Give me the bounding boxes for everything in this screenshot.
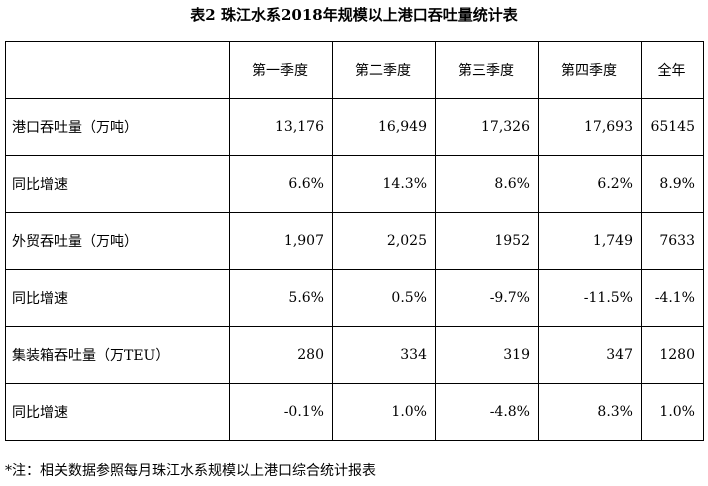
cell-q3: 1952 — [435, 212, 539, 270]
port-throughput-table: 第一季度 第二季度 第三季度 第四季度 全年 港口吞吐量（万吨） 13,176 … — [5, 41, 704, 441]
table-row: 同比增速 -0.1% 1.0% -4.8% 8.3% 1.0% — [5, 383, 704, 441]
header-cell-q2: 第二季度 — [332, 41, 436, 99]
header-cell-blank — [5, 41, 230, 99]
cell-q3: -9.7% — [435, 269, 539, 327]
row-label: 集装箱吞吐量（万TEU） — [5, 326, 230, 384]
cell-q3: 17,326 — [435, 98, 539, 156]
row-label: 同比增速 — [5, 383, 230, 441]
cell-year: 65145 — [641, 98, 704, 156]
cell-year: 1280 — [641, 326, 704, 384]
cell-q2: 16,949 — [332, 98, 436, 156]
cell-q3: 8.6% — [435, 155, 539, 213]
cell-q1: 280 — [229, 326, 333, 384]
cell-q4: 17,693 — [538, 98, 642, 156]
cell-q4: -11.5% — [538, 269, 642, 327]
row-label: 外贸吞吐量（万吨） — [5, 212, 230, 270]
row-label: 同比增速 — [5, 155, 230, 213]
table-row: 集装箱吞吐量（万TEU） 280 334 319 347 1280 — [5, 326, 704, 384]
table-title: 表2 珠江水系2018年规模以上港口吞吐量统计表 — [190, 6, 518, 24]
cell-q2: 0.5% — [332, 269, 436, 327]
header-cell-q3: 第三季度 — [435, 41, 539, 99]
header-cell-q4: 第四季度 — [538, 41, 642, 99]
cell-q1: 5.6% — [229, 269, 333, 327]
cell-q2: 14.3% — [332, 155, 436, 213]
cell-q4: 1,749 — [538, 212, 642, 270]
cell-q4: 6.2% — [538, 155, 642, 213]
table-row: 外贸吞吐量（万吨） 1,907 2,025 1952 1,749 7633 — [5, 212, 704, 270]
cell-q1: 6.6% — [229, 155, 333, 213]
table-row: 港口吞吐量（万吨） 13,176 16,949 17,326 17,693 65… — [5, 98, 704, 156]
cell-year: -4.1% — [641, 269, 704, 327]
cell-q2: 1.0% — [332, 383, 436, 441]
cell-q4: 8.3% — [538, 383, 642, 441]
header-cell-q1: 第一季度 — [229, 41, 333, 99]
cell-q2: 2,025 — [332, 212, 436, 270]
cell-q3: 319 — [435, 326, 539, 384]
table-row: 同比增速 6.6% 14.3% 8.6% 6.2% 8.9% — [5, 155, 704, 213]
cell-q3: -4.8% — [435, 383, 539, 441]
table-row: 同比增速 5.6% 0.5% -9.7% -11.5% -4.1% — [5, 269, 704, 327]
cell-year: 1.0% — [641, 383, 704, 441]
footnote: *注：相关数据参照每月珠江水系规模以上港口综合统计报表 — [5, 463, 376, 479]
cell-year: 7633 — [641, 212, 704, 270]
row-label: 同比增速 — [5, 269, 230, 327]
table-header-row: 第一季度 第二季度 第三季度 第四季度 全年 — [5, 41, 704, 99]
cell-q1: -0.1% — [229, 383, 333, 441]
cell-year: 8.9% — [641, 155, 704, 213]
cell-q2: 334 — [332, 326, 436, 384]
row-label: 港口吞吐量（万吨） — [5, 98, 230, 156]
cell-q1: 13,176 — [229, 98, 333, 156]
header-cell-year: 全年 — [641, 41, 704, 99]
cell-q1: 1,907 — [229, 212, 333, 270]
cell-q4: 347 — [538, 326, 642, 384]
